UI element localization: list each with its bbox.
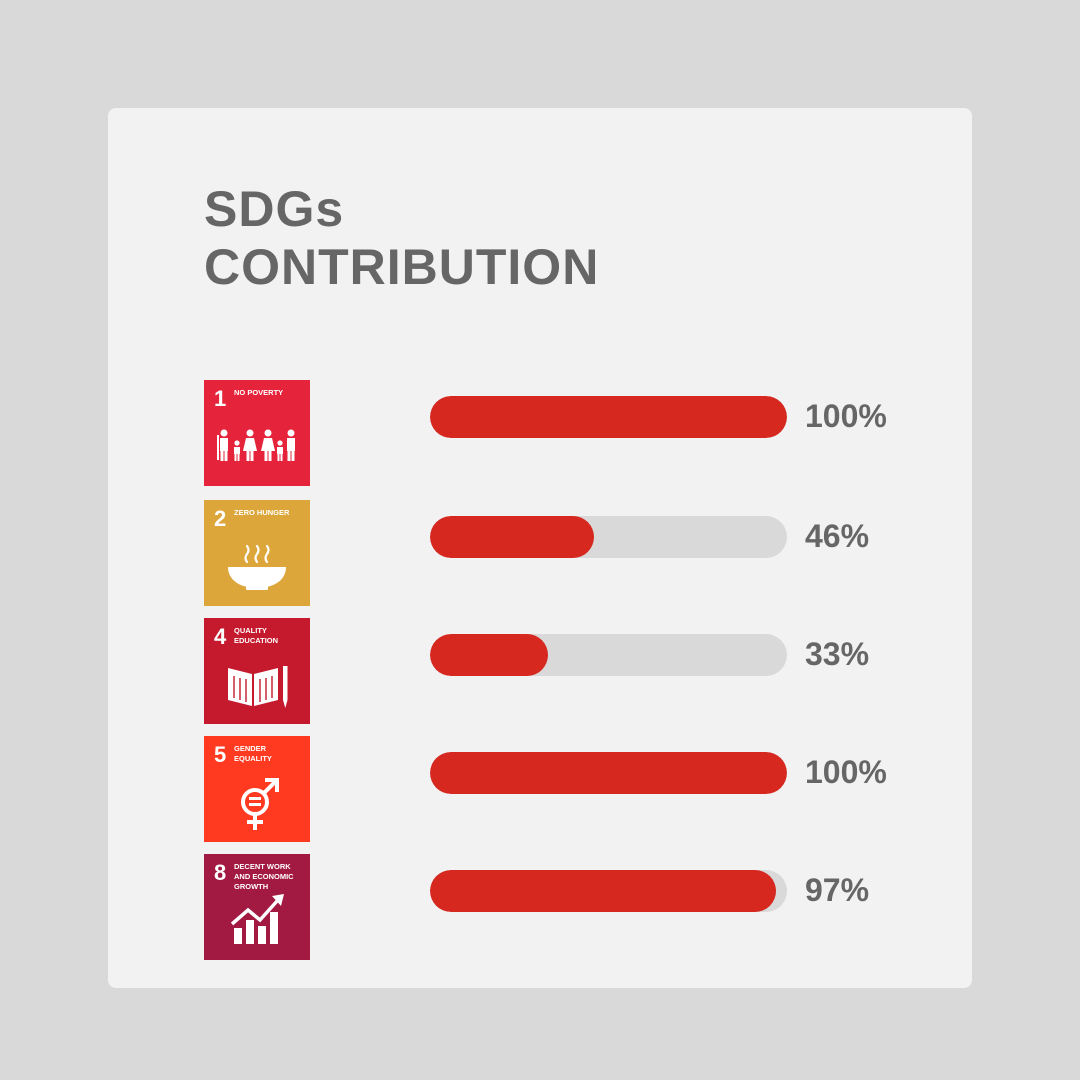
book-pencil-icon xyxy=(228,666,288,708)
sdg-tile-8: 8 DECENT WORK AND ECONOMIC GROWTH xyxy=(204,854,310,960)
sdg-tile-5: 5 GENDER EQUALITY xyxy=(204,736,310,842)
bar-row-goal-5: 5 GENDER EQUALITY 100% xyxy=(108,736,972,842)
bar-track xyxy=(430,634,787,676)
sdg-number: 5 xyxy=(214,742,227,767)
bar-row-goal-8: 8 DECENT WORK AND ECONOMIC GROWTH 97% xyxy=(108,854,972,960)
sdg-number: 8 xyxy=(214,860,227,885)
value-label: 100% xyxy=(805,754,887,790)
bar-track xyxy=(430,516,787,558)
bar-fill xyxy=(430,396,787,438)
bar-row-goal-2: 2 ZERO HUNGER 46% xyxy=(108,500,972,606)
bar-fill xyxy=(430,516,594,558)
bar-track xyxy=(430,752,787,794)
bar-fill xyxy=(430,752,787,794)
sdg-label: DECENT WORK AND ECONOMIC GROWTH xyxy=(234,862,294,891)
sdg-number: 1 xyxy=(214,386,227,411)
value-label: 33% xyxy=(805,636,870,672)
sdg-tile-1: 1 NO POVERTY xyxy=(204,380,310,486)
value-label: 100% xyxy=(805,398,887,434)
growth-chart-icon xyxy=(230,894,284,944)
bar-fill xyxy=(430,870,776,912)
family-icon xyxy=(217,429,295,461)
bar-row-goal-4: 4 QUALITY EDUCATION 33% xyxy=(108,618,972,724)
sdg-label: NO POVERTY xyxy=(234,388,284,397)
sdg-label: GENDER EQUALITY xyxy=(234,744,272,763)
bar-fill xyxy=(430,634,548,676)
bar-row-goal-1: 1 NO POVERTY 100% xyxy=(108,380,972,486)
sdg-number: 2 xyxy=(214,506,227,531)
chart-title: SDGs CONTRIBUTION xyxy=(204,180,599,296)
sdg-label: ZERO HUNGER xyxy=(234,508,290,517)
bar-track xyxy=(430,396,787,438)
sdg-number: 4 xyxy=(214,624,227,649)
chart-title-line-1: SDGs xyxy=(204,181,345,237)
sdg-label: QUALITY EDUCATION xyxy=(234,626,279,645)
chart-title-line-2: CONTRIBUTION xyxy=(204,239,600,295)
sdg-contribution-card: SDGs CONTRIBUTION 1 NO POVERTY xyxy=(108,108,972,988)
bowl-icon xyxy=(228,544,286,590)
bar-chart: 1 NO POVERTY 100% xyxy=(108,108,972,988)
value-label: 46% xyxy=(805,518,870,554)
sdg-tile-4: 4 QUALITY EDUCATION xyxy=(204,618,310,724)
gender-equality-icon xyxy=(241,778,279,830)
sdg-tile-2: 2 ZERO HUNGER xyxy=(204,500,310,606)
bar-track xyxy=(430,870,787,912)
value-label: 97% xyxy=(805,872,870,908)
